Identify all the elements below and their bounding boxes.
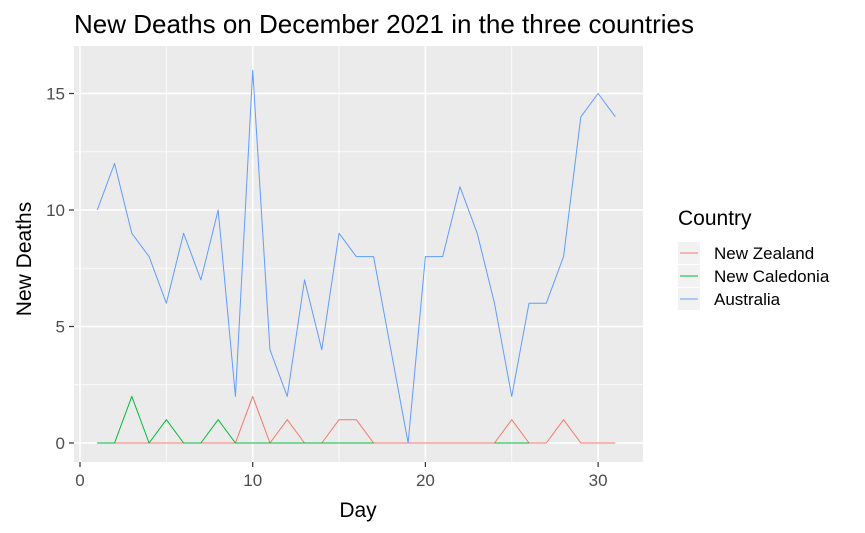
x-tick-labels: 0 10 20 30: [75, 471, 607, 490]
legend-label: Australia: [714, 290, 781, 309]
x-tick-label: 10: [243, 471, 262, 490]
series-line-new-caledonia: [97, 395, 530, 444]
grid-minor: [74, 46, 643, 462]
chart-title: New Deaths on December 2021 in the three…: [74, 9, 694, 39]
legend-item-australia: Australia: [678, 288, 781, 310]
series-line-australia: [96, 69, 616, 444]
y-tick-label: 15: [46, 85, 65, 104]
legend-title: Country: [678, 207, 752, 230]
legend-label: New Zealand: [714, 244, 814, 263]
legend-items: New Zealand New Caledonia Australia: [678, 242, 830, 310]
y-tick-label: 5: [56, 318, 65, 337]
legend-label: New Caledonia: [714, 267, 830, 286]
legend-item-new-caledonia: New Caledonia: [678, 265, 830, 287]
y-tick-labels: 0 5 10 15: [46, 85, 65, 454]
legend: Country New Zealand New Caledonia Australi…: [678, 207, 830, 310]
y-tick-label: 0: [56, 434, 65, 453]
legend-item-new-zealand: New Zealand: [678, 242, 814, 264]
x-axis-title: Day: [339, 499, 377, 522]
axis-ticks: [69, 92, 599, 467]
series-lines: [96, 69, 616, 444]
x-tick-label: 20: [416, 471, 435, 490]
y-axis-title: New Deaths: [13, 202, 36, 316]
y-tick-label: 10: [46, 201, 65, 220]
x-tick-label: 0: [75, 471, 84, 490]
plot-panel: [74, 46, 643, 462]
x-tick-label: 30: [589, 471, 608, 490]
